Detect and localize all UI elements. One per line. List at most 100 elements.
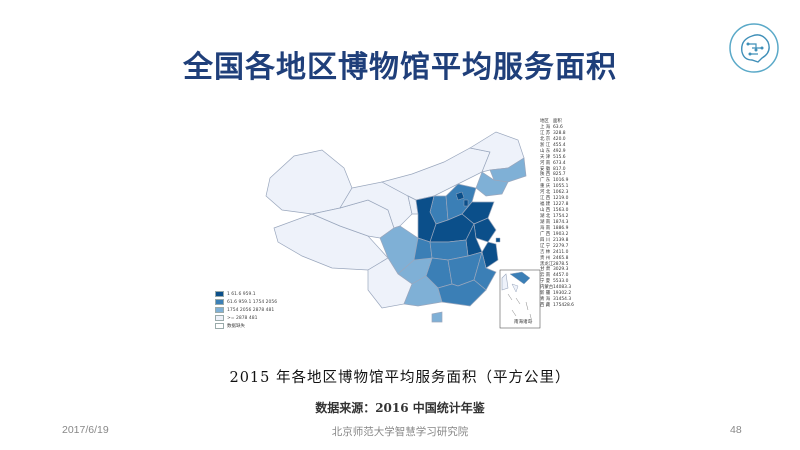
- table-row: 云 南 4457.0: [540, 273, 576, 279]
- table-row: 北 京 420.0: [540, 137, 576, 143]
- page-number: 48: [730, 424, 742, 436]
- table-row: 山 东 492.9: [540, 149, 576, 155]
- area-value-cell: 817.0: [553, 166, 566, 172]
- area-value-cell: 1055.1: [553, 184, 569, 190]
- table-row: 辽 宁 2279.7: [540, 244, 576, 250]
- area-value-cell: 5533.0: [553, 279, 569, 285]
- table-row: 陕 西 825.7: [540, 172, 576, 178]
- brain-logo-icon: [729, 23, 779, 73]
- legend-swatch: [215, 291, 224, 297]
- region-name-cell: 吉 林: [540, 249, 551, 255]
- table-header-cell: 地区: [540, 119, 549, 124]
- region-name-cell: 湖 北: [540, 214, 551, 219]
- region-name-cell: 河 南: [540, 160, 551, 166]
- region-name-cell: 新 疆: [540, 291, 551, 297]
- legend-label: 1754 2056 2878 481: [227, 307, 275, 313]
- legend-label: 数据缺失: [227, 324, 245, 329]
- legend-swatch: [215, 307, 224, 313]
- region-name-cell: 山 东: [540, 148, 551, 154]
- area-value-cell: 1886.9: [553, 225, 569, 231]
- area-value-cell: 1903.2: [553, 231, 569, 237]
- region-name-cell: 福 建: [540, 202, 551, 208]
- table-row: 吉 林 2411.0: [540, 250, 576, 256]
- area-value-cell: 420.0: [553, 136, 566, 142]
- table-row: 四 川 2139.8: [540, 238, 576, 244]
- region-name-cell: 上 海: [540, 124, 551, 130]
- table-header: 地区 面积: [540, 119, 576, 125]
- table-row: 山 西 1563.0: [540, 208, 576, 214]
- region-name-cell: 北 京: [540, 136, 551, 142]
- table-row: 西 藏 175428.6: [540, 303, 576, 309]
- area-value-cell: 1563.0: [553, 208, 569, 214]
- legend-swatch: [215, 299, 224, 305]
- table-row: 浙 江 455.4: [540, 143, 576, 149]
- region-name-cell: 贵 州: [540, 255, 551, 261]
- area-value-cell: 3029.3: [553, 267, 569, 273]
- area-value-cell: 31454.3: [553, 297, 572, 303]
- table-row: 江 苏 328.8: [540, 131, 576, 137]
- region-hainan: [431, 311, 443, 323]
- map-legend: 1 61.6 959.1 61.6 959.1 1754 2056 1754 2…: [215, 290, 285, 338]
- area-value-cell: 1062.3: [553, 190, 569, 196]
- region-name-cell: 海 南: [540, 225, 551, 231]
- table-row: 广 东 1016.9: [540, 178, 576, 184]
- area-value-cell: 1874.3: [553, 219, 569, 225]
- footer-organization: 北京师范大学智慧学习研究院: [331, 426, 469, 438]
- region-name-cell: 内蒙古: [540, 285, 554, 291]
- region-tianjin: [463, 199, 469, 207]
- area-value-cell: 2465.8: [553, 255, 569, 261]
- area-data-table: 地区 面积 上 海 63.6 江 苏 328.8 北 京 420.0 浙 江 455.4 山 东…: [540, 119, 576, 309]
- region-name-cell: 湖 南: [540, 219, 551, 225]
- table-row: 内蒙古 14083.3: [540, 285, 576, 291]
- area-value-cell: 1754.2: [553, 214, 569, 219]
- table-row: 天 津 515.6: [540, 155, 576, 161]
- area-value-cell: 175428.6: [553, 303, 574, 309]
- area-value-cell: 2279.7: [553, 243, 569, 249]
- inset-label: 南海诸岛: [514, 320, 532, 325]
- table-row: 重 庆 1055.1: [540, 184, 576, 190]
- region-name-cell: 辽 宁: [540, 243, 551, 249]
- legend-item: >= 2878 481: [215, 314, 285, 322]
- table-row: 贵 州 2465.8: [540, 256, 576, 262]
- table-row: 宁 夏 5533.0: [540, 279, 576, 285]
- region-name-cell: 江 苏: [540, 130, 551, 136]
- table-row: 河 南 673.4: [540, 161, 576, 167]
- china-choropleth-map: [265, 131, 541, 329]
- area-value-cell: 14083.3: [553, 285, 572, 291]
- table-header-cell: 面积: [553, 119, 562, 124]
- area-value-cell: 63.6: [553, 124, 563, 130]
- area-value-cell: 825.7: [553, 172, 566, 178]
- legend-label: >= 2878 481: [227, 315, 258, 321]
- legend-swatch: [215, 315, 224, 321]
- region-name-cell: 安 徽: [540, 166, 551, 172]
- region-name-cell: 甘 肃: [540, 267, 551, 273]
- region-name-cell: 青 海: [540, 297, 551, 303]
- area-value-cell: 1016.9: [553, 178, 569, 184]
- footer-date: 2017/6/19: [62, 424, 109, 436]
- area-value-cell: 515.6: [553, 154, 566, 160]
- legend-item: 1754 2056 2878 481: [215, 306, 285, 314]
- south-china-sea-inset: [499, 269, 541, 329]
- table-row: 海 南 1886.9: [540, 226, 576, 232]
- legend-label: 61.6 959.1 1754 2056: [227, 299, 278, 305]
- table-row: 湖 北 1754.2: [540, 214, 576, 220]
- region-name-cell: 重 庆: [540, 184, 551, 190]
- slide-title: 全国各地区博物馆平均服务面积: [183, 50, 617, 85]
- table-row: 青 海 31454.3: [540, 297, 576, 303]
- region-name-cell: 浙 江: [540, 142, 551, 148]
- area-value-cell: 673.4: [553, 160, 566, 166]
- table-row: 上 海 63.6: [540, 125, 576, 131]
- region-name-cell: 宁 夏: [540, 279, 551, 285]
- area-value-cell: 455.4: [553, 142, 566, 148]
- area-value-cell: 328.8: [553, 130, 566, 136]
- table-row: 安 徽 817.0: [540, 167, 576, 173]
- region-name-cell: 江 西: [540, 196, 551, 202]
- area-value-cell: 2878.5: [553, 261, 569, 267]
- region-name-cell: 云 南: [540, 273, 551, 279]
- area-value-cell: 1227.8: [553, 202, 569, 208]
- table-row: 广 西 1903.2: [540, 232, 576, 238]
- area-value-cell: 2411.0: [553, 249, 569, 255]
- table-row: 湖 南 1874.3: [540, 220, 576, 226]
- region-name-cell: 广 东: [540, 178, 551, 184]
- table-row: 黑龙江 2878.5: [540, 262, 576, 268]
